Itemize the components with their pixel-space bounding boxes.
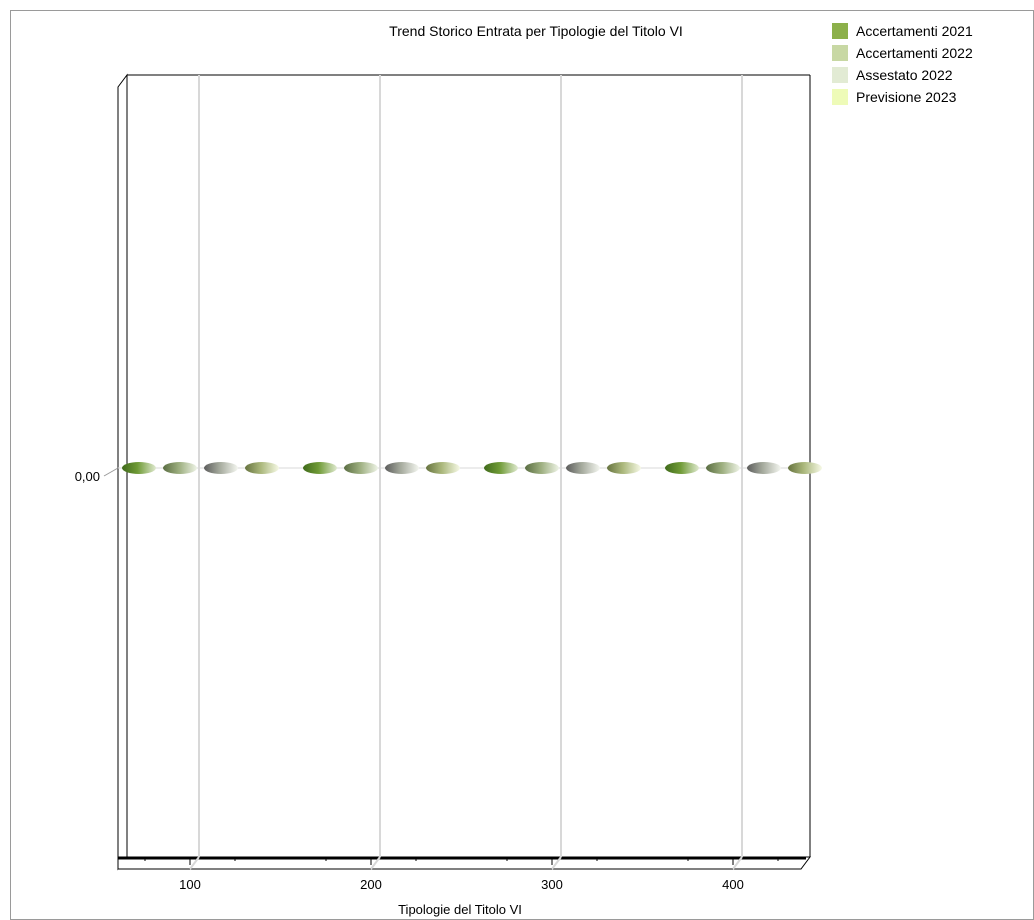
chart-title: Trend Storico Entrata per Tipologie del …	[389, 23, 683, 39]
back-wall	[127, 75, 810, 857]
bar	[788, 462, 822, 474]
bar	[665, 462, 699, 474]
bar	[525, 462, 559, 474]
legend-item: Accertamenti 2022	[832, 43, 973, 63]
plot-area	[103, 73, 811, 871]
legend-label: Accertamenti 2022	[856, 45, 973, 61]
legend-item: Accertamenti 2021	[832, 21, 973, 41]
bar	[385, 462, 419, 474]
legend-swatch	[832, 89, 848, 105]
y-tick-zero	[103, 467, 119, 477]
bar	[303, 462, 337, 474]
legend-swatch	[832, 67, 848, 83]
bar	[245, 462, 279, 474]
x-axis-title: Tipologie del Titolo VI	[398, 902, 522, 917]
legend: Accertamenti 2021 Accertamenti 2022 Asse…	[832, 21, 973, 109]
legend-item: Assestato 2022	[832, 65, 973, 85]
x-tick-label: 400	[722, 877, 744, 892]
bar	[426, 462, 460, 474]
gridline-floor	[370, 856, 381, 870]
bar	[344, 462, 378, 474]
legend-swatch	[832, 45, 848, 61]
bars	[122, 462, 822, 474]
gridlines	[189, 75, 743, 870]
x-tick-label: 100	[179, 877, 201, 892]
bar	[747, 462, 781, 474]
bar	[706, 462, 740, 474]
legend-label: Previsione 2023	[856, 89, 957, 105]
legend-item: Previsione 2023	[832, 87, 973, 107]
bar	[204, 462, 238, 474]
y-tick-label-zero: 0,00	[75, 469, 100, 484]
gridline-floor	[551, 856, 562, 870]
bar	[163, 462, 197, 474]
legend-label: Assestato 2022	[856, 67, 953, 83]
legend-swatch	[832, 23, 848, 39]
x-ticks: 100 200 300 400	[144, 857, 779, 892]
legend-label: Accertamenti 2021	[856, 23, 973, 39]
bar	[566, 462, 600, 474]
x-tick-label: 200	[360, 877, 382, 892]
bar	[122, 462, 156, 474]
gridline-floor	[189, 856, 200, 870]
bar	[484, 462, 518, 474]
bar	[607, 462, 641, 474]
left-wall	[117, 73, 128, 871]
x-tick-label: 300	[541, 877, 563, 892]
gridline-floor	[732, 856, 743, 870]
